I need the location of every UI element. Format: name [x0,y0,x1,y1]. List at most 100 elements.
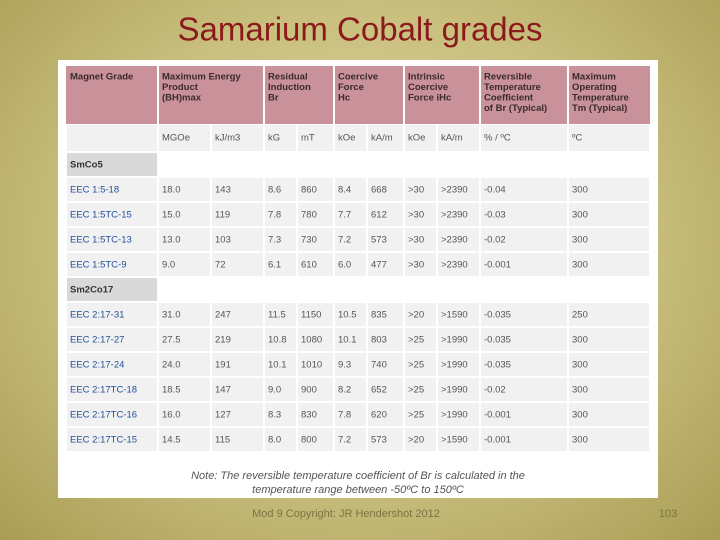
cell [298,178,333,201]
cell-value: 300 [572,335,588,346]
grade-name: EEC 2:17-31 [70,310,124,321]
cell [67,253,157,276]
cell [368,378,403,401]
cell [481,403,567,426]
cell-value: 573 [371,235,387,246]
cell [438,228,479,251]
cell [298,378,333,401]
cell [405,303,436,326]
cell [212,303,263,326]
header-label: Force [338,82,364,93]
slide-title: Samarium Cobalt grades [178,11,543,48]
cell-value: 8.4 [338,185,351,196]
header-label: Product [162,82,199,93]
cell [438,178,479,201]
header-label: Magnet Grade [70,72,133,83]
cell-value: 119 [215,210,230,221]
cell [212,178,263,201]
cell-value: 219 [215,335,231,346]
cell [212,403,263,426]
cell-value: 72 [215,260,226,271]
cell [212,328,263,351]
cell [481,353,567,376]
cell-value: 300 [572,260,588,271]
cell-value: -0.035 [484,335,511,346]
page-number: 103 [659,508,677,520]
header-label: Coercive [408,82,448,93]
cell-value: 800 [301,435,317,446]
cell [405,228,436,251]
cell [265,378,296,401]
cell-value: >25 [408,385,424,396]
cell [481,203,567,226]
cell [159,303,210,326]
cell [212,203,263,226]
cell-value: -0.035 [484,360,511,371]
cell-value: 300 [572,435,588,446]
unit-label: ºC [572,133,582,144]
unit-label: % / ºC [484,133,511,144]
cell [438,353,479,376]
cell [368,253,403,276]
cell [569,253,649,276]
cell [265,353,296,376]
cell-value: 730 [301,235,317,246]
cell-value: 620 [371,410,387,421]
cell [212,378,263,401]
cell [265,428,296,451]
header-label: Hc [338,93,350,104]
cell-value: >2390 [441,185,468,196]
cell [335,203,366,226]
unit-label: kOe [408,133,425,144]
grade-name: EEC 2:17TC-16 [70,410,137,421]
cell [405,125,436,151]
cell [569,403,649,426]
cell [67,153,157,176]
cell-value: -0.03 [484,210,506,221]
cell [481,428,567,451]
cell [405,403,436,426]
cell [67,378,157,401]
cell [368,178,403,201]
grade-name: EEC 2:17-24 [70,360,124,371]
cell [569,353,649,376]
cell-value: >1990 [441,335,468,346]
table: Magnet Grade Maximum EnergyProduct(BH)max… [66,66,650,496]
cell-value: 1010 [301,360,322,371]
cell-value: 652 [371,385,387,396]
cell [368,303,403,326]
cell [438,203,479,226]
cell [265,178,296,201]
cell [159,353,210,376]
cell-value: 900 [301,385,317,396]
grade-name: EEC 2:17TC-15 [70,435,137,446]
cell-value: 103 [215,235,231,246]
cell-value: 300 [572,185,588,196]
cell-value: 10.8 [268,335,287,346]
cell-value: 860 [301,185,317,196]
cell-value: >20 [408,310,424,321]
cell-value: 835 [371,310,387,321]
cell-value: 24.0 [162,360,181,371]
cell-value: 27.5 [162,335,181,346]
cell [67,428,157,451]
cell [265,228,296,251]
cell [335,253,366,276]
cell [438,253,479,276]
cell [159,428,210,451]
cell-value: >30 [408,260,424,271]
grade-name: EEC 1:5TC-9 [70,260,127,271]
cell-value: 9.0 [268,385,281,396]
cell [335,353,366,376]
cell-value: >25 [408,360,424,371]
cell [159,178,210,201]
cell-value: -0.02 [484,235,506,246]
cell [438,403,479,426]
header-label: Coercive [338,72,378,83]
cell [368,203,403,226]
cell [335,125,366,151]
header-band [66,66,650,124]
cell [265,303,296,326]
cell [212,428,263,451]
header-label: Tm (Typical) [572,103,627,114]
